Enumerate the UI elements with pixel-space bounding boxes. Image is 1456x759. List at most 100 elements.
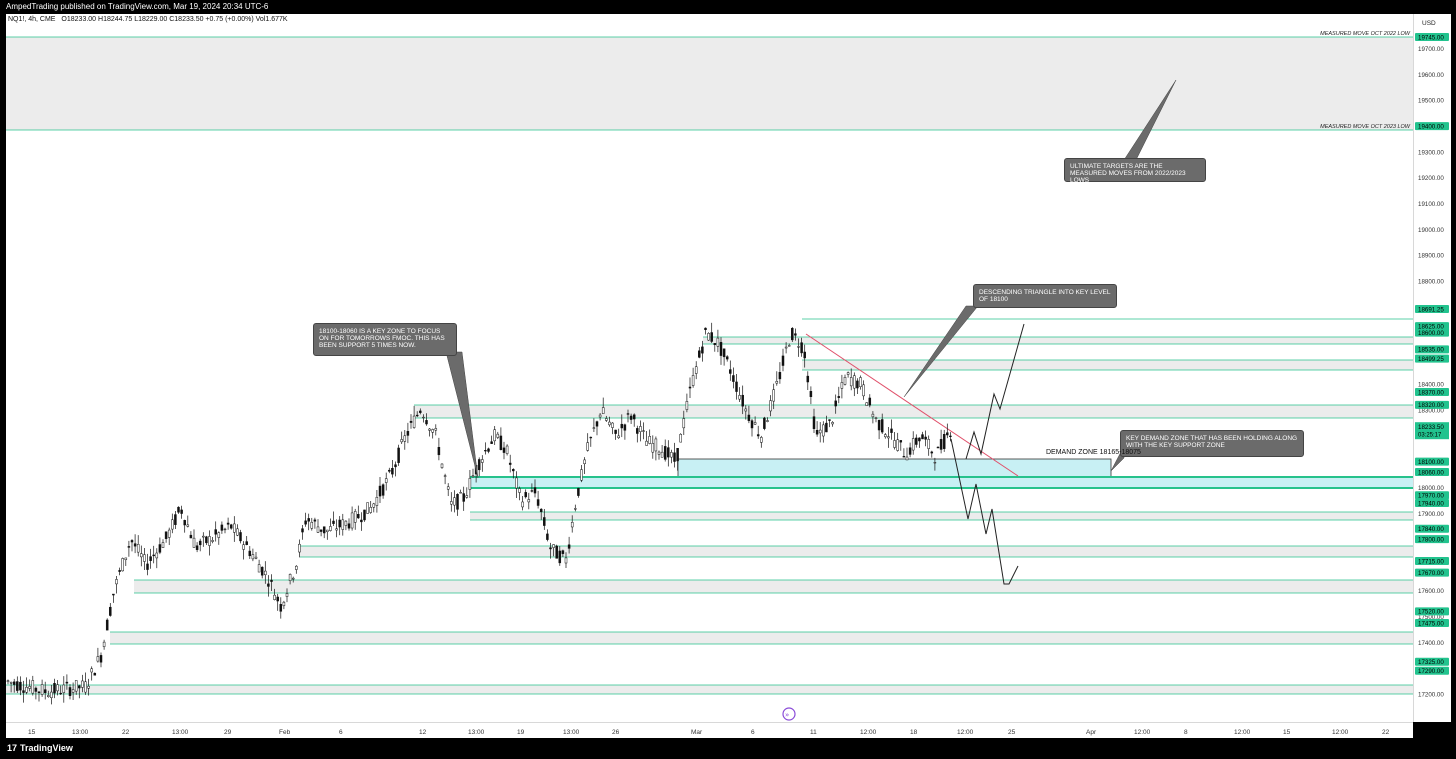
candle-body	[288, 574, 292, 581]
publish-header: AmpedTrading published on TradingView.co…	[0, 0, 1456, 14]
candle-body	[921, 434, 924, 440]
candle-body	[688, 386, 692, 389]
candle-body	[818, 429, 822, 434]
candle-body	[357, 514, 360, 519]
candle-body	[574, 508, 577, 510]
candle-body	[415, 414, 419, 417]
chart-pane[interactable]: » MEASURED MOVE OCT 2022 LOW MEASURED MO…	[6, 14, 1413, 722]
candle-body	[205, 536, 208, 544]
candle-body	[310, 522, 314, 529]
candle-body	[273, 594, 276, 600]
candle-body	[552, 544, 555, 548]
candle-body	[915, 437, 918, 445]
candle-body	[245, 541, 248, 545]
candle-body	[853, 375, 856, 389]
candle-body	[313, 519, 317, 522]
note-triangle[interactable]: DESCENDING TRIANGLE INTO KEY LEVEL OF 18…	[973, 284, 1117, 308]
published-line: AmpedTrading published on TradingView.co…	[6, 2, 269, 11]
candle-body	[543, 517, 546, 526]
candle-body	[211, 540, 214, 542]
candle-body	[102, 641, 106, 647]
candle-body	[419, 410, 422, 413]
candle-body	[251, 554, 255, 560]
candle-body	[406, 431, 410, 436]
candle-body	[766, 420, 769, 422]
candle-body	[381, 484, 385, 496]
candle-body	[422, 416, 425, 419]
candle-body	[735, 381, 738, 392]
symbol-label[interactable]: NQ1!, 4h, CME	[8, 16, 56, 23]
zone-17970-17940	[470, 512, 1413, 520]
candle-body	[6, 680, 10, 683]
price-tick-label: 17200.00	[1418, 692, 1444, 699]
measured-2022-label: MEASURED MOVE OCT 2022 LOW	[1320, 31, 1410, 37]
time-tick-label: Apr	[1086, 729, 1097, 736]
candle-body	[155, 552, 159, 559]
candle-body	[533, 487, 537, 494]
candle-body	[806, 375, 810, 383]
candle-body	[710, 332, 713, 342]
candle-body	[223, 528, 227, 531]
candle-body	[68, 687, 72, 696]
candle-body	[645, 440, 648, 446]
candle-body	[105, 619, 109, 631]
candle-body	[202, 535, 205, 538]
note-demand[interactable]: KEY DEMAND ZONE THAT HAS BEEN HOLDING AL…	[1120, 430, 1304, 457]
candle-body	[22, 690, 25, 693]
time-tick-label: 12:00	[1234, 729, 1251, 736]
time-tick-label: 26	[612, 729, 620, 736]
candle-body	[611, 422, 614, 428]
candle-body	[595, 421, 599, 427]
time-tick-label: 18	[910, 729, 918, 736]
candle-body	[905, 456, 909, 461]
candle-body	[453, 497, 456, 506]
candle-body	[264, 570, 267, 576]
time-tick-label: 13:00	[72, 729, 89, 736]
candle-body	[620, 423, 624, 429]
candle-body	[158, 544, 162, 553]
candle-body	[257, 564, 261, 573]
candle-body	[868, 397, 872, 406]
candle-body	[254, 556, 258, 559]
candle-body	[350, 512, 354, 529]
price-axis[interactable]: USD 19700.00 19600.00 19500.00 19300.00 1920…	[1413, 14, 1451, 722]
candle-body	[183, 520, 186, 526]
candle-body	[942, 434, 946, 449]
candle-body	[496, 433, 500, 438]
time-tick-label: 12:00	[860, 729, 877, 736]
candle-body	[276, 596, 279, 602]
time-tick-label: Feb	[279, 729, 291, 736]
level-price-tag	[1415, 498, 1449, 507]
candle-body	[397, 447, 400, 463]
footer-brand[interactable]: TradingView	[20, 743, 73, 753]
zone-17520-17475	[110, 632, 1413, 644]
descending-trendline	[805, 333, 1019, 477]
candle-body	[115, 579, 118, 585]
candle-body	[632, 414, 636, 420]
candle-body	[477, 459, 481, 471]
candle-body	[9, 682, 13, 684]
candle-body	[164, 531, 168, 539]
candle-body	[927, 439, 930, 449]
candle-body	[626, 413, 630, 415]
level-price-tag	[1415, 607, 1449, 616]
zone-18535-18499	[802, 360, 1413, 370]
candle-body	[524, 492, 527, 498]
candle-body	[471, 475, 475, 477]
note-targets[interactable]: ULTIMATE TARGETS ARE THE MEASURED MOVES …	[1064, 158, 1206, 184]
measured-move-zone	[6, 37, 1413, 130]
tradingview-logo-icon[interactable]: 17	[7, 743, 18, 753]
candle-body	[140, 553, 143, 558]
candle-body	[81, 680, 84, 688]
scroll-to-realtime-icon[interactable]	[782, 707, 796, 721]
candle-body	[270, 579, 273, 582]
candle-body	[694, 366, 698, 374]
price-chart[interactable]: »	[6, 14, 1413, 722]
candle-body	[99, 655, 103, 663]
time-axis[interactable]: 15 13:00 22 13:00 29 Feb 6 12 13:00 19 13:00 26 Mar 6…	[6, 722, 1413, 739]
candle-body	[130, 540, 134, 543]
candle-body	[642, 430, 645, 432]
note-key-zone[interactable]: 18100-18060 IS A KEY ZONE TO FOCUS ON FO…	[313, 323, 457, 356]
candle-body	[319, 529, 323, 532]
last-price-label: 18233.50	[1418, 424, 1444, 431]
